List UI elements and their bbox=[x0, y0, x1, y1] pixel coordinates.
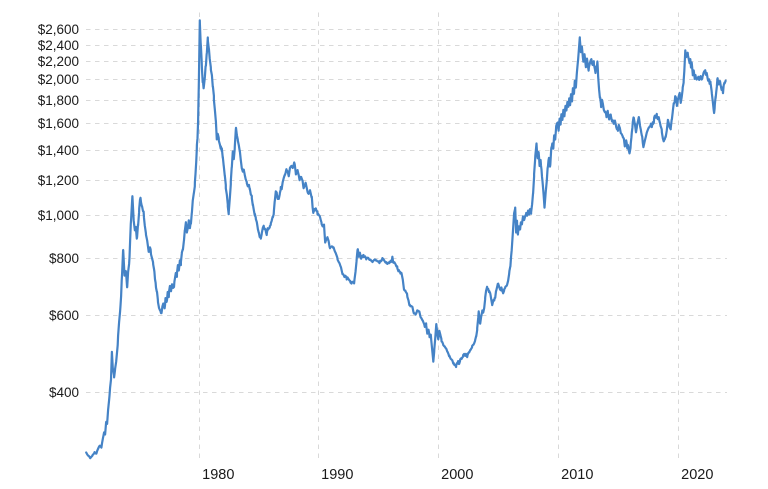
svg-text:$1,000: $1,000 bbox=[38, 208, 79, 223]
svg-text:$2,400: $2,400 bbox=[38, 38, 79, 53]
svg-text:2020: 2020 bbox=[681, 467, 713, 483]
svg-text:$1,600: $1,600 bbox=[38, 116, 79, 131]
svg-text:$1,400: $1,400 bbox=[38, 143, 79, 158]
svg-text:$2,000: $2,000 bbox=[38, 72, 79, 87]
svg-text:2010: 2010 bbox=[561, 467, 593, 483]
svg-text:$2,600: $2,600 bbox=[38, 22, 79, 37]
svg-text:1990: 1990 bbox=[321, 467, 353, 483]
svg-text:$1,200: $1,200 bbox=[38, 173, 79, 188]
svg-text:$800: $800 bbox=[49, 251, 79, 266]
svg-text:$600: $600 bbox=[49, 308, 79, 323]
svg-text:1980: 1980 bbox=[202, 467, 234, 483]
svg-text:2000: 2000 bbox=[441, 467, 473, 483]
svg-text:$400: $400 bbox=[49, 385, 79, 400]
svg-text:$1,800: $1,800 bbox=[38, 93, 79, 108]
svg-text:$2,200: $2,200 bbox=[38, 54, 79, 69]
